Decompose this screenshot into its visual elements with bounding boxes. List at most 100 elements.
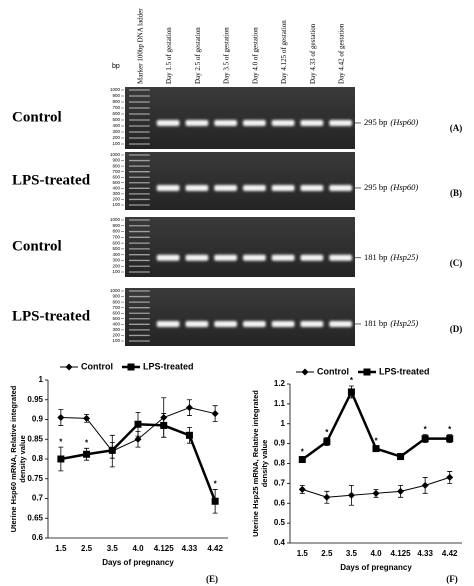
marker	[372, 445, 380, 453]
x-tick-label: 4.33	[182, 544, 198, 553]
marker	[323, 438, 331, 446]
lane-label: Day 4.0 of gestation	[251, 27, 259, 84]
lane-label: Day 1.5 of gestation	[165, 27, 173, 84]
gel-band	[185, 254, 209, 261]
marker	[363, 368, 371, 376]
gel-band	[185, 320, 209, 327]
x-tick-label: 4.33	[417, 549, 433, 558]
y-tick-label: 0.9	[32, 415, 44, 424]
gene-name: (Hsp25)	[390, 318, 418, 328]
marker	[185, 404, 193, 412]
marker	[397, 453, 405, 461]
gel	[125, 217, 355, 277]
x-tick-label: 4.0	[370, 549, 382, 558]
row-group: Control	[12, 238, 62, 254]
gel-band	[156, 320, 180, 327]
gel-band	[214, 320, 237, 327]
ladder-label: 800	[112, 229, 120, 234]
significance: *	[448, 425, 452, 434]
gel-band	[329, 320, 352, 327]
x-tick-label: 3.5	[346, 549, 358, 558]
y-tick-label: 0.6	[32, 533, 44, 542]
ladder-label: 900	[112, 158, 120, 163]
ladder-label: 400	[112, 186, 120, 191]
y-tick-label: 0.5	[274, 518, 286, 527]
ladder-label: 500	[112, 180, 120, 185]
significance: *	[325, 428, 329, 437]
ladder-label: 800	[112, 163, 120, 168]
gel-band	[300, 119, 324, 126]
band-label: 181 bp (Hsp25)	[364, 252, 418, 262]
x-tick-label: 2.5	[321, 549, 333, 558]
x-tick-label: 4.42	[207, 544, 223, 553]
marker	[83, 450, 91, 458]
marker	[347, 491, 355, 499]
gel-band	[243, 119, 266, 126]
lane-label: Day 4.42 of gestation	[338, 23, 346, 84]
ladder-label: 600	[112, 111, 120, 116]
panel-label: (B)	[450, 188, 462, 198]
row-group: LPS-treated	[12, 172, 91, 188]
gel-band	[271, 184, 295, 191]
panel-label: (D)	[450, 324, 463, 334]
lane-label: Day 4.125 of gestation	[280, 20, 288, 84]
lane-label: Day 3.5 of gestation	[223, 27, 231, 84]
significance: *	[374, 437, 378, 446]
ladder-label: 900	[112, 294, 120, 299]
gel-band	[300, 254, 324, 261]
ladder-label: 300	[112, 191, 120, 196]
ladder-label: 500	[112, 117, 120, 122]
ladder-label: 300	[112, 129, 120, 134]
ladder-label: 100	[112, 269, 120, 274]
marker	[298, 485, 306, 493]
x-tick-label: 4.125	[391, 549, 412, 558]
gel-band	[329, 119, 352, 126]
ladder-label: 1000	[110, 87, 121, 92]
marker	[57, 414, 65, 422]
ladder-label: 200	[112, 333, 120, 338]
gel-band	[214, 184, 237, 191]
marker	[397, 487, 405, 495]
gel-band	[300, 320, 324, 327]
x-tick-label: 1.5	[297, 549, 309, 558]
band-label: 181 bp (Hsp25)	[364, 318, 418, 328]
significance: *	[301, 448, 305, 457]
significance: *	[350, 376, 354, 385]
gel-band	[156, 254, 180, 261]
marker	[57, 455, 65, 463]
marker	[160, 421, 168, 429]
panel-label: (C)	[450, 258, 463, 268]
marker	[127, 363, 135, 371]
y-tick-label: 0.8	[32, 454, 44, 463]
ladder-label: 700	[112, 305, 120, 310]
legend-label: Control	[317, 366, 349, 376]
gel-band	[300, 184, 324, 191]
ladder-label: 400	[112, 252, 120, 257]
ladder-label: 300	[112, 258, 120, 263]
band-label: 295 bp (Hsp60)	[364, 182, 418, 192]
gel-band	[243, 254, 266, 261]
gel-band	[329, 184, 352, 191]
bp-label: bp	[112, 63, 120, 70]
ladder-label: 100	[112, 202, 120, 207]
significance: *	[85, 438, 89, 447]
marker	[446, 435, 454, 443]
gene-name: (Hsp60)	[390, 117, 418, 127]
ladder-label: 300	[112, 327, 120, 332]
y-tick-label: 0.6	[274, 498, 286, 507]
lane-label: Day 4.33 of gestation	[309, 23, 317, 84]
ladder-label: 900	[112, 93, 120, 98]
ladder-label: 200	[112, 197, 120, 202]
x-tick-label: 2.5	[81, 544, 93, 553]
significance: *	[59, 437, 63, 446]
ladder-label: 1000	[110, 217, 121, 222]
band-label: 295 bp (Hsp60)	[364, 117, 418, 127]
ladder-label: 700	[112, 105, 120, 110]
x-tick-label: 3.5	[107, 544, 119, 553]
x-tick-label: 4.125	[154, 544, 175, 553]
marker	[347, 388, 355, 396]
lane-label: Marker 100bp DNA ladder	[136, 8, 144, 84]
panel-label: (F)	[446, 574, 458, 584]
gel-band	[156, 184, 180, 191]
